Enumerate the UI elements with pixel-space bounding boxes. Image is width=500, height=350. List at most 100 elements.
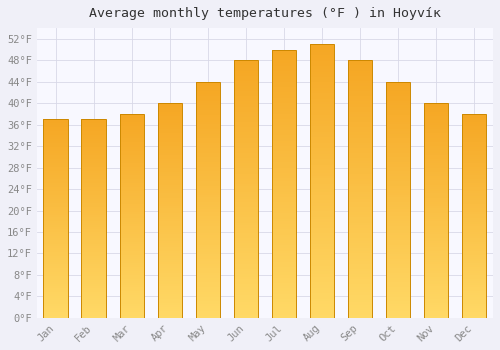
Bar — [158, 294, 182, 296]
Bar — [234, 292, 258, 295]
Bar — [44, 206, 68, 209]
Bar — [158, 200, 182, 202]
Bar — [234, 96, 258, 99]
Bar — [120, 120, 144, 122]
Bar — [462, 136, 486, 138]
Bar — [272, 270, 296, 272]
Bar — [462, 155, 486, 157]
Bar — [82, 151, 106, 153]
Bar — [386, 110, 410, 112]
Bar — [424, 307, 448, 309]
Bar — [120, 246, 144, 248]
Bar — [158, 213, 182, 215]
Bar — [196, 266, 220, 268]
Bar — [310, 271, 334, 274]
Bar — [82, 278, 106, 280]
Bar — [158, 228, 182, 230]
Bar — [272, 90, 296, 92]
Bar — [158, 232, 182, 234]
Bar — [272, 76, 296, 79]
Bar — [82, 131, 106, 133]
Bar — [386, 91, 410, 93]
Bar — [196, 112, 220, 115]
Bar — [234, 112, 258, 114]
Bar — [424, 281, 448, 284]
Bar — [44, 161, 68, 163]
Bar — [44, 282, 68, 284]
Bar — [44, 264, 68, 266]
Bar — [348, 210, 372, 212]
Bar — [348, 274, 372, 276]
Bar — [158, 208, 182, 211]
Bar — [44, 181, 68, 183]
Bar — [196, 178, 220, 181]
Bar — [462, 179, 486, 181]
Bar — [310, 189, 334, 192]
Bar — [196, 169, 220, 171]
Bar — [234, 225, 258, 228]
Bar — [348, 119, 372, 122]
Bar — [82, 270, 106, 272]
Bar — [348, 96, 372, 99]
Bar — [234, 132, 258, 135]
Bar — [158, 187, 182, 189]
Bar — [310, 217, 334, 219]
Bar — [272, 203, 296, 205]
Bar — [82, 232, 106, 234]
Bar — [44, 244, 68, 246]
Bar — [386, 238, 410, 240]
Bar — [158, 221, 182, 223]
Bar — [310, 170, 334, 173]
Bar — [424, 105, 448, 107]
Bar — [386, 264, 410, 266]
Bar — [44, 314, 68, 316]
Bar — [272, 272, 296, 275]
Bar — [424, 312, 448, 314]
Bar — [462, 244, 486, 246]
Bar — [462, 283, 486, 285]
Bar — [196, 143, 220, 146]
Bar — [462, 138, 486, 140]
Bar — [158, 181, 182, 183]
Bar — [386, 259, 410, 261]
Bar — [120, 291, 144, 293]
Bar — [462, 183, 486, 185]
Bar — [386, 124, 410, 127]
Bar — [272, 130, 296, 133]
Bar — [424, 232, 448, 234]
Bar — [44, 201, 68, 203]
Bar — [196, 124, 220, 127]
Bar — [44, 121, 68, 123]
Bar — [310, 252, 334, 255]
Bar — [158, 316, 182, 318]
Bar — [272, 291, 296, 294]
Bar — [82, 314, 106, 316]
Bar — [82, 201, 106, 203]
Bar — [272, 184, 296, 187]
Bar — [44, 250, 68, 252]
Bar — [310, 164, 334, 167]
Bar — [158, 174, 182, 176]
Bar — [120, 177, 144, 179]
Bar — [234, 289, 258, 292]
Bar — [158, 275, 182, 277]
Bar — [234, 68, 258, 71]
Bar — [462, 197, 486, 199]
Bar — [82, 282, 106, 284]
Bar — [120, 134, 144, 136]
Bar — [120, 161, 144, 163]
Bar — [196, 160, 220, 162]
Bar — [272, 213, 296, 216]
Bar — [234, 217, 258, 220]
Bar — [462, 277, 486, 279]
Bar — [82, 193, 106, 195]
Bar — [462, 226, 486, 228]
Bar — [120, 298, 144, 300]
Bar — [82, 272, 106, 274]
Bar — [272, 127, 296, 130]
Bar — [196, 221, 220, 223]
Bar — [234, 189, 258, 192]
Bar — [44, 304, 68, 306]
Bar — [234, 251, 258, 253]
Bar — [386, 235, 410, 238]
